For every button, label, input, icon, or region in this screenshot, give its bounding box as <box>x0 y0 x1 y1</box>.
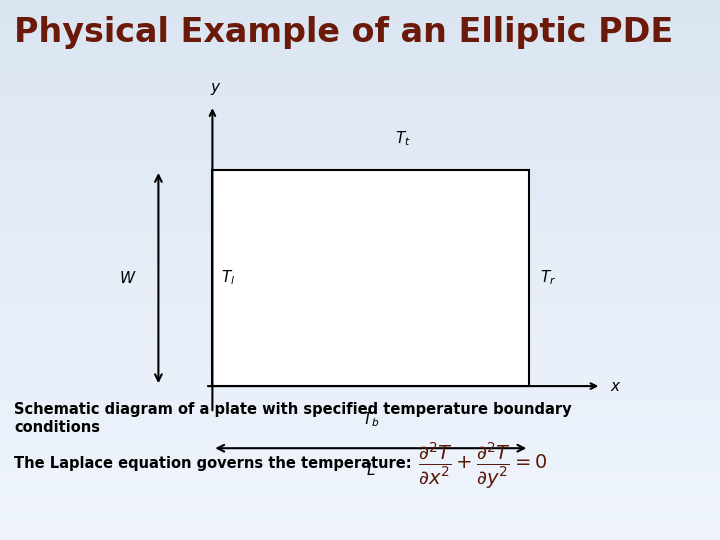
Text: $L$: $L$ <box>366 462 376 478</box>
Text: $T_t$: $T_t$ <box>395 130 410 148</box>
Text: $y$: $y$ <box>210 81 222 97</box>
Text: $\dfrac{\partial^2 T}{\partial x^2} + \dfrac{\partial^2 T}{\partial y^2} = 0$: $\dfrac{\partial^2 T}{\partial x^2} + \d… <box>418 441 546 491</box>
Text: The Laplace equation governs the temperature:: The Laplace equation governs the tempera… <box>14 456 412 471</box>
Text: $T_b$: $T_b$ <box>362 410 379 429</box>
Bar <box>212 170 529 386</box>
Text: Physical Example of an Elliptic PDE: Physical Example of an Elliptic PDE <box>14 16 674 49</box>
Text: Schematic diagram of a plate with specified temperature boundary
conditions: Schematic diagram of a plate with specif… <box>14 402 572 435</box>
Text: $W$: $W$ <box>120 270 137 286</box>
Text: $T_l$: $T_l$ <box>221 269 235 287</box>
Text: $T_r$: $T_r$ <box>540 269 557 287</box>
Text: $x$: $x$ <box>610 379 621 394</box>
